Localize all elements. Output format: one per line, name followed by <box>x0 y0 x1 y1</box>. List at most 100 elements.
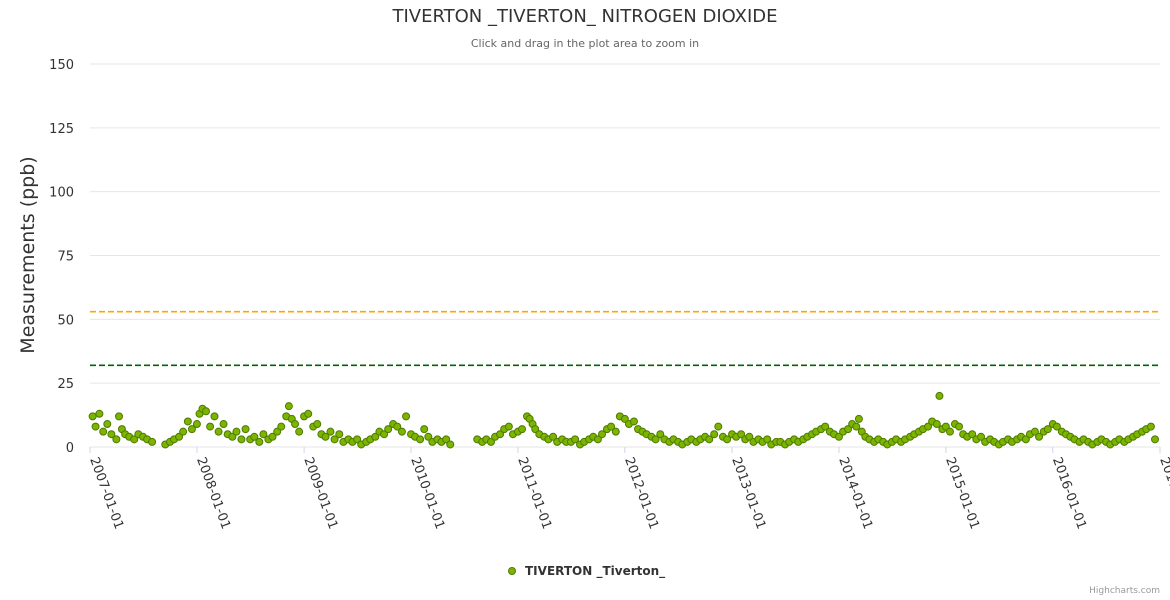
data-point[interactable] <box>214 427 223 436</box>
data-point[interactable] <box>549 432 558 441</box>
data-point[interactable] <box>103 420 112 429</box>
data-point[interactable] <box>763 435 772 444</box>
data-point[interactable] <box>397 427 406 436</box>
data-point[interactable] <box>384 425 393 434</box>
data-point[interactable] <box>268 432 277 441</box>
x-tick-label: 2011-01-01 <box>514 455 554 531</box>
data-point[interactable] <box>941 422 950 431</box>
data-point[interactable] <box>179 427 188 436</box>
data-point[interactable] <box>834 432 843 441</box>
data-point[interactable] <box>629 417 638 426</box>
data-point[interactable] <box>175 432 184 441</box>
data-point[interactable] <box>844 425 853 434</box>
data-point[interactable] <box>705 435 714 444</box>
data-point[interactable] <box>620 414 629 423</box>
data-point[interactable] <box>710 430 719 439</box>
data-point[interactable] <box>571 435 580 444</box>
data-point[interactable] <box>295 427 304 436</box>
data-point[interactable] <box>745 432 754 441</box>
data-point[interactable] <box>593 435 602 444</box>
data-point[interactable] <box>611 427 620 436</box>
data-point[interactable] <box>714 422 723 431</box>
data-point[interactable] <box>112 435 121 444</box>
data-point[interactable] <box>496 430 505 439</box>
data-point[interactable] <box>1021 435 1030 444</box>
data-point[interactable] <box>924 422 933 431</box>
data-point[interactable] <box>854 414 863 423</box>
data-point[interactable] <box>107 430 116 439</box>
data-point[interactable] <box>380 430 389 439</box>
data-point[interactable] <box>651 435 660 444</box>
data-point[interactable] <box>852 422 861 431</box>
data-point[interactable] <box>277 422 286 431</box>
data-point[interactable] <box>201 407 210 416</box>
data-point[interactable] <box>330 435 339 444</box>
data-point[interactable] <box>531 425 540 434</box>
data-point[interactable] <box>255 437 264 446</box>
data-point[interactable] <box>326 427 335 436</box>
data-point[interactable] <box>486 437 495 446</box>
data-point[interactable] <box>1030 427 1039 436</box>
data-point[interactable] <box>955 422 964 431</box>
data-point[interactable] <box>148 437 157 446</box>
data-point[interactable] <box>420 425 429 434</box>
legend-label[interactable]: TIVERTON _Tiverton_ <box>525 564 665 579</box>
data-point[interactable] <box>273 427 282 436</box>
data-point[interactable] <box>313 420 322 429</box>
data-point[interactable] <box>192 420 201 429</box>
data-point[interactable] <box>130 435 139 444</box>
data-point[interactable] <box>504 422 513 431</box>
data-point[interactable] <box>284 402 293 411</box>
data-point[interactable] <box>241 425 250 434</box>
data-point[interactable] <box>321 432 330 441</box>
data-point[interactable] <box>935 391 944 400</box>
data-point[interactable] <box>291 420 300 429</box>
data-point[interactable] <box>371 432 380 441</box>
data-point[interactable] <box>932 420 941 429</box>
data-point[interactable] <box>183 417 192 426</box>
data-point[interactable] <box>232 427 241 436</box>
credits-link[interactable]: Highcharts.com <box>1089 586 1160 596</box>
data-point[interactable] <box>393 422 402 431</box>
data-point[interactable] <box>237 435 246 444</box>
data-point[interactable] <box>88 412 97 421</box>
data-point[interactable] <box>335 430 344 439</box>
data-point[interactable] <box>821 422 830 431</box>
data-point[interactable] <box>210 412 219 421</box>
data-point[interactable] <box>304 409 313 418</box>
data-point[interactable] <box>187 425 196 434</box>
data-point[interactable] <box>518 425 527 434</box>
data-point[interactable] <box>723 435 732 444</box>
data-point[interactable] <box>737 430 746 439</box>
data-point[interactable] <box>91 422 100 431</box>
legend[interactable]: TIVERTON _Tiverton_ <box>508 564 666 579</box>
data-point[interactable] <box>219 420 228 429</box>
data-point[interactable] <box>1052 422 1061 431</box>
data-point[interactable] <box>353 435 362 444</box>
data-point[interactable] <box>607 422 616 431</box>
data-point[interactable] <box>945 427 954 436</box>
data-point[interactable] <box>259 430 268 439</box>
data-point[interactable] <box>250 432 259 441</box>
data-point[interactable] <box>416 435 425 444</box>
data-point[interactable] <box>114 412 123 421</box>
data-point[interactable] <box>1146 422 1155 431</box>
data-point[interactable] <box>1035 432 1044 441</box>
data-point[interactable] <box>424 432 433 441</box>
data-point[interactable] <box>598 430 607 439</box>
data-point[interactable] <box>442 435 451 444</box>
data-point[interactable] <box>402 412 411 421</box>
data-point[interactable] <box>95 409 104 418</box>
data-point[interactable] <box>656 430 665 439</box>
data-point[interactable] <box>99 427 108 436</box>
data-point[interactable] <box>977 432 986 441</box>
data-point[interactable] <box>228 432 237 441</box>
data-point[interactable] <box>446 440 455 449</box>
series-points[interactable] <box>88 391 1160 449</box>
data-point[interactable] <box>968 430 977 439</box>
data-point[interactable] <box>1043 425 1052 434</box>
data-point[interactable] <box>206 422 215 431</box>
data-point[interactable] <box>1151 435 1160 444</box>
